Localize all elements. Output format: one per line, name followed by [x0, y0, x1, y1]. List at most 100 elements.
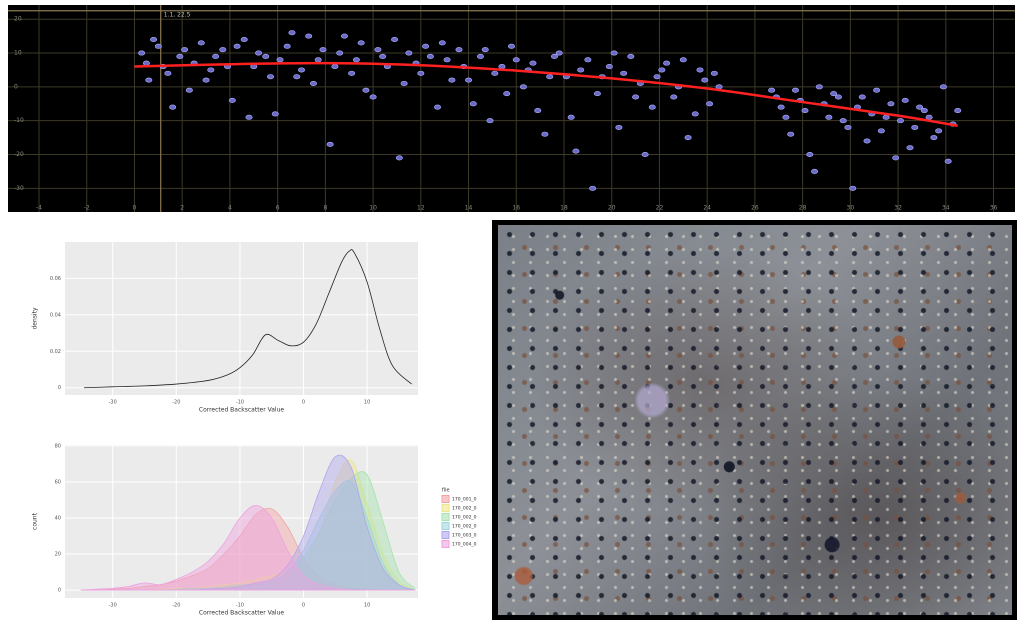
y-tick-label: 0.06 — [50, 276, 61, 282]
point — [935, 129, 941, 133]
point — [697, 68, 703, 72]
x-tick-label: 0 — [302, 400, 305, 406]
x-tick-label: -30 — [109, 400, 117, 406]
point — [246, 115, 252, 119]
y-tick-label: 80 — [55, 443, 61, 449]
point — [616, 125, 622, 129]
point — [465, 78, 471, 82]
y-tick-label: 0 — [58, 588, 61, 594]
point — [945, 159, 951, 163]
point — [379, 54, 385, 58]
x-axis-label: Corrected Backscatter Value — [199, 407, 285, 414]
legend-swatch — [442, 532, 449, 539]
point — [649, 105, 655, 109]
x-tick-label: 28 — [799, 205, 807, 212]
point — [892, 156, 898, 160]
point — [878, 129, 884, 133]
point — [138, 51, 144, 55]
point — [294, 75, 300, 79]
point — [456, 47, 462, 51]
point — [535, 108, 541, 112]
point — [859, 95, 865, 99]
point — [589, 186, 595, 190]
point — [444, 58, 450, 62]
point — [711, 71, 717, 75]
point — [358, 41, 364, 45]
legend-swatch — [442, 514, 449, 521]
point — [396, 156, 402, 160]
point — [620, 71, 626, 75]
y-axis-label: count — [32, 512, 39, 530]
x-tick-label: -10 — [236, 603, 244, 609]
point — [573, 149, 579, 153]
point — [363, 88, 369, 92]
point — [177, 54, 183, 58]
point — [229, 98, 235, 102]
legend-title: file — [442, 488, 450, 494]
x-tick-label: 30 — [847, 205, 855, 212]
point — [940, 85, 946, 89]
legend-label: 170_002_0 — [452, 515, 477, 521]
point — [692, 112, 698, 116]
x-tick-label: 6 — [276, 205, 280, 212]
charts: -30-20-1001020-4-20246810121416182022242… — [0, 0, 1017, 620]
point — [234, 44, 240, 48]
point — [792, 88, 798, 92]
point — [375, 47, 381, 51]
x-tick-label: 16 — [512, 205, 520, 212]
point — [186, 88, 192, 92]
point — [702, 78, 708, 82]
point — [931, 135, 937, 139]
y-tick-label: -20 — [14, 151, 24, 158]
point — [422, 44, 428, 48]
x-tick-label: 22 — [656, 205, 664, 212]
point — [327, 142, 333, 146]
point — [778, 105, 784, 109]
y-tick-label: 20 — [55, 552, 61, 558]
point — [470, 102, 476, 106]
x-tick-label: 34 — [942, 205, 950, 212]
point — [315, 58, 321, 62]
y-tick-label: -10 — [14, 117, 24, 124]
point — [659, 68, 665, 72]
point — [787, 132, 793, 136]
y-tick-label: 10 — [14, 50, 22, 57]
plot-background — [8, 5, 1015, 212]
point — [198, 41, 204, 45]
point — [811, 169, 817, 173]
point — [320, 47, 326, 51]
point — [427, 54, 433, 58]
crosshair-label: 1.1, 22.5 — [164, 11, 191, 18]
point — [449, 78, 455, 82]
x-tick-label: -2 — [84, 205, 90, 212]
y-tick-label: 40 — [55, 515, 61, 521]
x-tick-label: 20 — [608, 205, 616, 212]
x-tick-label: 12 — [417, 205, 425, 212]
x-tick-label: 4 — [228, 205, 232, 212]
point — [802, 108, 808, 112]
point — [504, 91, 510, 95]
y-axis-label: density — [32, 307, 39, 329]
figure: -30-20-1001020-4-20246810121416182022242… — [0, 0, 1017, 620]
point — [568, 115, 574, 119]
point — [955, 108, 961, 112]
point — [912, 125, 918, 129]
y-tick-label: -30 — [14, 185, 24, 192]
point — [310, 81, 316, 85]
point — [341, 34, 347, 38]
legend-label: 170_004_0 — [452, 542, 477, 548]
point — [926, 115, 932, 119]
point — [284, 44, 290, 48]
point — [155, 44, 161, 48]
point — [348, 71, 354, 75]
point — [663, 61, 669, 65]
point — [401, 81, 407, 85]
point — [716, 85, 722, 89]
point — [768, 88, 774, 92]
point — [883, 115, 889, 119]
point — [840, 118, 846, 122]
point — [418, 71, 424, 75]
point — [332, 64, 338, 68]
point — [181, 47, 187, 51]
point — [611, 51, 617, 55]
